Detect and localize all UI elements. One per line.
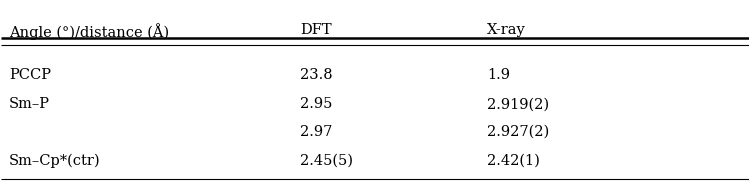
Text: Sm–Cp*(ctr): Sm–Cp*(ctr)	[9, 154, 101, 168]
Text: Sm–P: Sm–P	[9, 98, 50, 112]
Text: 2.95: 2.95	[300, 98, 333, 112]
Text: X-ray: X-ray	[487, 23, 526, 37]
Text: DFT: DFT	[300, 23, 332, 37]
Text: Angle (°)/distance (Å): Angle (°)/distance (Å)	[9, 23, 169, 40]
Text: 23.8: 23.8	[300, 68, 333, 82]
Text: 2.919(2): 2.919(2)	[487, 98, 549, 112]
Text: 2.45(5): 2.45(5)	[300, 154, 353, 168]
Text: 2.927(2): 2.927(2)	[487, 125, 549, 139]
Text: 2.42(1): 2.42(1)	[487, 154, 540, 168]
Text: 2.97: 2.97	[300, 125, 333, 139]
Text: 1.9: 1.9	[487, 68, 510, 82]
Text: PCCP: PCCP	[9, 68, 51, 82]
